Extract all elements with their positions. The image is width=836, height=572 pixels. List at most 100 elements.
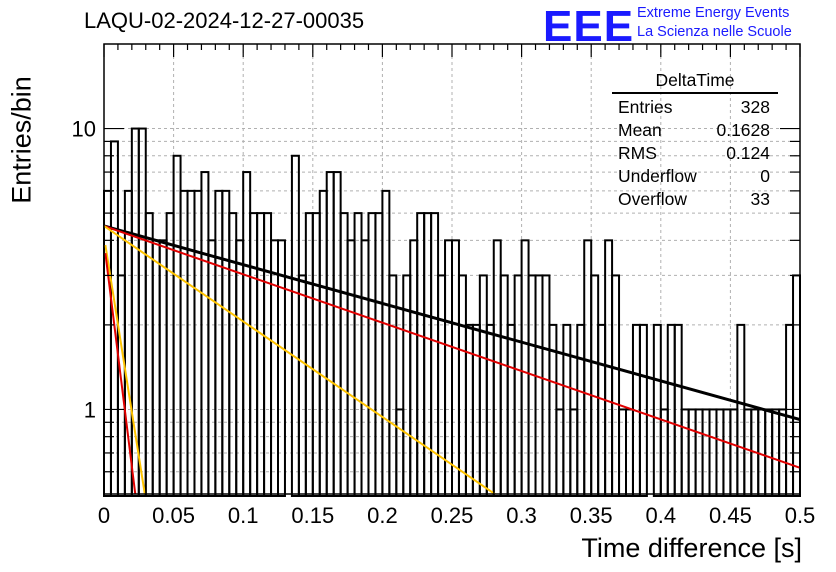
histogram-bar [172, 154, 182, 498]
x-tick-label: 0.3 [506, 503, 537, 528]
histogram-bar [353, 212, 363, 498]
histogram-bar [346, 239, 356, 497]
axis-ticks [103, 44, 801, 494]
stats-label: Mean [618, 120, 662, 140]
histogram-bar [304, 212, 314, 498]
histogram-bar [485, 323, 495, 498]
stats-row-entries: Entries 328 [612, 96, 778, 119]
histogram-bar [325, 171, 335, 497]
histogram-bar [499, 274, 509, 497]
histogram-bar [137, 127, 147, 497]
stats-value: 328 [740, 97, 770, 117]
stats-value: 0 [760, 166, 770, 186]
stats-value: 0.124 [726, 143, 770, 163]
x-tick-label: 0 [98, 503, 110, 528]
histogram-bar [673, 323, 683, 498]
histogram-bar [423, 212, 433, 498]
histogram-bar [367, 212, 377, 498]
histogram-bar [256, 212, 266, 498]
histogram-bar [520, 239, 530, 497]
histogram-bar [785, 323, 795, 498]
histogram-bar [444, 239, 454, 497]
x-tick-label: 0.05 [152, 503, 195, 528]
logo-text: Extreme Energy Events La Scienza nelle S… [637, 4, 792, 42]
histogram-bar [207, 239, 217, 497]
histogram-bar [597, 323, 607, 498]
x-tick-label: 0.35 [570, 503, 613, 528]
histogram-bar [562, 323, 572, 498]
histogram-bar [409, 239, 419, 497]
histogram-bar [471, 323, 481, 498]
histogram-bar [534, 274, 544, 497]
fit-line [104, 225, 497, 494]
histogram-bar [228, 212, 238, 498]
histogram-bar [332, 171, 342, 497]
histogram-bar [666, 323, 676, 498]
eee-logo-mark: EEE [543, 2, 635, 51]
histogram-bar [311, 212, 321, 498]
stats-row-rms: RMS 0.124 [612, 142, 778, 165]
histogram-bar [374, 212, 384, 498]
histogram-bar [242, 171, 252, 497]
x-tick-label: 0.25 [431, 503, 474, 528]
histogram-bar [290, 154, 300, 498]
histogram-bar [249, 212, 259, 498]
histogram-bar [103, 189, 112, 497]
y-tick-label: 1 [84, 397, 96, 422]
histogram-bar [736, 323, 746, 498]
x-tick-label: 0.2 [367, 503, 398, 528]
histogram-bar [277, 239, 286, 497]
y-axis-label-box: Entries/bin [4, 76, 40, 204]
stats-value: 33 [750, 189, 770, 209]
fit-line [104, 253, 137, 494]
histogram-bar [339, 212, 349, 498]
x-tick-labels: 0 0.05 0.1 0.15 0.2 0.25 0.3 0.35 0.4 0.45 0.5 [98, 503, 815, 528]
stats-row-underflow: Underflow 0 [612, 165, 778, 188]
histogram-bar [130, 127, 140, 497]
histogram-bar [179, 189, 189, 497]
fit-line [104, 224, 800, 422]
histogram-bar [506, 323, 516, 498]
stats-value: 0.1628 [716, 120, 770, 140]
fit-line [104, 225, 800, 469]
histogram-bar [652, 323, 662, 498]
x-tick-label: 0.5 [785, 503, 816, 528]
y-axis-label: Entries/bin [6, 76, 37, 204]
histogram-bar [297, 274, 307, 497]
fit-line [104, 244, 146, 494]
histogram-bar [457, 274, 467, 497]
histogram-bar [416, 212, 426, 498]
histogram-bar [583, 239, 593, 497]
histogram-bar [638, 323, 648, 498]
histogram-bar [381, 189, 391, 497]
histogram-bar [513, 274, 523, 497]
histogram-bar [451, 239, 460, 497]
histogram-bar [611, 274, 621, 497]
x-tick-label: 0.4 [646, 503, 677, 528]
y-tick-labels: 1 10 [72, 117, 96, 423]
histogram-bar [221, 189, 231, 497]
histogram-bar [541, 274, 551, 497]
histogram-bar [492, 239, 502, 497]
chart-title: LAQU-02-2024-12-27-00035 [84, 8, 365, 33]
stats-row-overflow: Overflow 33 [612, 188, 778, 211]
histogram-bar [235, 239, 245, 497]
histogram-bar [464, 323, 474, 498]
x-tick-label: 0.45 [709, 503, 752, 528]
histogram-bar [437, 274, 447, 497]
logo-line-1: Extreme Energy Events [637, 5, 790, 21]
histogram-bar [151, 239, 161, 497]
stats-box: DeltaTime Entries 328 Mean 0.1628 RMS 0.… [612, 70, 778, 211]
histogram-bar [186, 189, 196, 497]
logo-line-2: La Scienza nelle Scuole [637, 24, 792, 40]
histogram-bar [388, 274, 398, 497]
histogram-bar [214, 189, 224, 497]
histogram-bar [360, 239, 370, 497]
histogram-bar [792, 274, 801, 497]
histogram-bar [590, 274, 600, 497]
stats-label: Underflow [618, 166, 697, 186]
y-tick-label: 10 [72, 117, 96, 142]
stats-title: DeltaTime [612, 70, 778, 94]
x-axis-label: Time difference [s] [581, 533, 802, 563]
